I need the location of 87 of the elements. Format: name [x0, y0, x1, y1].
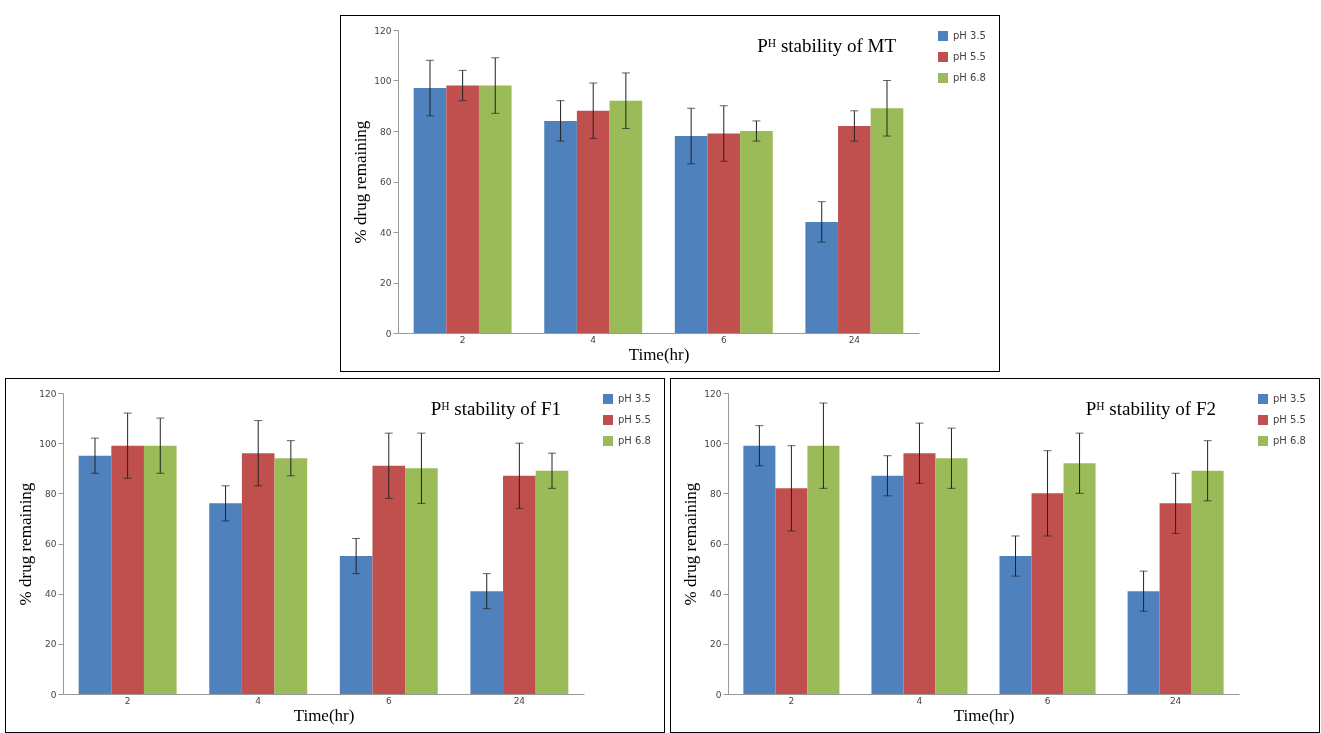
bar — [805, 221, 839, 333]
legend-label: pH 3.5 — [618, 393, 651, 404]
y-tick-label: 40 — [45, 589, 57, 600]
y-tick-label: 60 — [45, 539, 57, 549]
bar — [1191, 470, 1224, 694]
y-tick-label: 100 — [374, 76, 392, 86]
bar — [478, 85, 512, 333]
bar — [1127, 591, 1160, 694]
x-tick-label: 4 — [916, 695, 923, 706]
y-tick-label: 120 — [39, 388, 57, 399]
x-tick-label: 6 — [1044, 695, 1051, 706]
x-tick-label: 24 — [1169, 695, 1182, 706]
bar — [775, 488, 808, 694]
bar — [903, 453, 936, 694]
bar — [609, 100, 643, 333]
bar — [743, 445, 776, 694]
bar — [674, 136, 708, 333]
y-tick-label: 60 — [710, 539, 722, 549]
y-tick-label: 100 — [39, 438, 57, 449]
legend-label: pH 5.5 — [1273, 414, 1306, 425]
bar — [209, 503, 242, 694]
y-axis-title: % drug remaining — [681, 482, 701, 606]
x-tick-label: 6 — [385, 695, 392, 706]
bar — [576, 110, 610, 333]
y-tick-label: 20 — [710, 639, 722, 650]
bar — [111, 445, 144, 694]
chart-title: Pᴴ stability of F1 — [430, 398, 561, 419]
y-tick-label: 40 — [710, 589, 722, 600]
bar — [372, 465, 406, 694]
bar — [935, 458, 968, 694]
bar — [503, 475, 536, 694]
bar — [446, 85, 479, 333]
x-axis-title: Time(hr) — [953, 705, 1015, 725]
y-axis-title: % drug remaining — [16, 482, 36, 606]
bar — [78, 455, 112, 694]
legend-label: pH 6.8 — [618, 435, 651, 446]
y-tick-label: 0 — [50, 689, 57, 700]
bar — [1031, 493, 1064, 694]
chart-title: Pᴴ stability of MT — [757, 35, 897, 56]
bar — [838, 125, 871, 333]
x-tick-label: 24 — [513, 695, 526, 706]
y-tick-label: 80 — [380, 126, 392, 137]
bar — [544, 120, 577, 333]
bar — [871, 475, 904, 694]
bar — [274, 458, 308, 694]
bar — [870, 108, 904, 333]
bar — [405, 468, 438, 694]
x-tick-label: 2 — [459, 334, 466, 345]
y-tick-label: 20 — [45, 639, 57, 650]
bar — [1159, 503, 1192, 694]
chart-title: Pᴴ stability of F2 — [1085, 398, 1216, 419]
bar — [339, 556, 373, 694]
y-tick-label: 80 — [710, 488, 722, 499]
x-tick-label: 4 — [255, 695, 262, 706]
x-tick-label: 2 — [124, 695, 131, 706]
legend-label: pH 6.8 — [1273, 435, 1306, 446]
legend-label: pH 6.8 — [953, 72, 986, 83]
bar — [413, 88, 447, 333]
x-axis-title: Time(hr) — [293, 705, 355, 725]
y-tick-label: 0 — [385, 328, 392, 339]
bar — [143, 445, 177, 694]
legend-label: pH 3.5 — [953, 30, 986, 41]
y-tick-label: 100 — [704, 438, 722, 449]
bar — [999, 556, 1032, 694]
bar — [470, 591, 504, 694]
y-tick-label: 60 — [380, 177, 392, 187]
y-tick-label: 80 — [45, 488, 57, 499]
x-tick-label: 24 — [848, 334, 861, 345]
bar — [535, 470, 569, 694]
legend-label: pH 5.5 — [953, 51, 986, 62]
y-tick-label: 0 — [715, 689, 722, 700]
y-tick-label: 120 — [704, 388, 722, 399]
bar — [241, 453, 275, 694]
y-tick-label: 120 — [374, 25, 392, 36]
bar — [707, 133, 741, 333]
y-tick-label: 40 — [380, 227, 392, 238]
x-tick-label: 2 — [788, 695, 795, 706]
bar — [1063, 463, 1096, 694]
y-tick-label: 20 — [380, 278, 392, 288]
x-tick-label: 6 — [720, 334, 727, 345]
legend-label: pH 3.5 — [1273, 393, 1306, 404]
legend-label: pH 5.5 — [618, 414, 651, 425]
bar — [740, 131, 773, 333]
y-axis-title: % drug remaining — [351, 120, 371, 244]
bar — [807, 445, 840, 694]
x-tick-label: 4 — [590, 334, 597, 345]
x-axis-title: Time(hr) — [628, 344, 690, 364]
